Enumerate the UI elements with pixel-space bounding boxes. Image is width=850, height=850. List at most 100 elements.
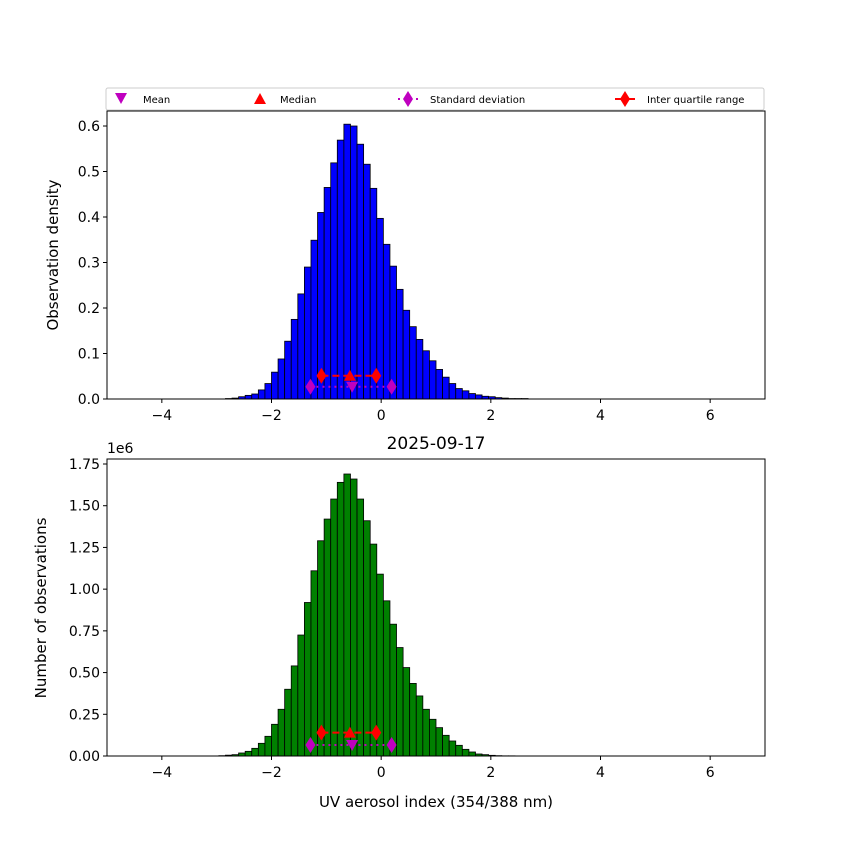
std-high-marker: [386, 736, 397, 753]
histogram-bar: [382, 243, 391, 400]
iqr-low-marker: [316, 367, 327, 384]
histogram-bar: [264, 735, 272, 757]
histogram-bar: [422, 350, 430, 400]
iqr-high-marker: [371, 367, 382, 384]
histogram-bar: [330, 162, 338, 400]
histogram-bar: [350, 125, 358, 400]
histogram-bar: [415, 338, 424, 400]
histogram-bar: [290, 665, 299, 757]
y-tick-label: 0.25: [69, 707, 100, 723]
legend-label-iqr: Inter quartile range: [647, 95, 744, 106]
histogram-bar: [435, 369, 443, 400]
y-tick-label: 0.1: [78, 347, 100, 363]
histogram-bar: [343, 123, 351, 400]
iqr-high-marker: [371, 724, 382, 741]
std-high-marker: [386, 378, 397, 395]
y-axis-label-top: Observation density: [44, 179, 62, 330]
x-tick-label: −4: [152, 765, 173, 781]
histogram-bar: [455, 744, 463, 757]
histogram-bar: [350, 478, 358, 757]
x-tick-label: 2: [486, 765, 495, 781]
histogram-bar: [284, 340, 292, 400]
histogram-bar: [461, 390, 470, 400]
histogram-bar: [369, 543, 378, 757]
histogram-bar: [290, 318, 299, 400]
histogram-bar: [297, 634, 305, 757]
histogram-bar: [336, 139, 345, 400]
histogram-bar: [475, 394, 483, 400]
x-tick-label: −2: [261, 408, 282, 424]
x-tick-label: −4: [152, 408, 173, 424]
histogram-bar: [396, 647, 404, 757]
chart-title: 2025-09-17: [387, 434, 486, 454]
axes-frame: [106, 110, 766, 400]
histogram-bar: [303, 266, 312, 400]
histogram-bar: [409, 326, 417, 400]
median-marker: [343, 726, 356, 738]
histogram-bar: [244, 750, 253, 757]
legend-median-icon: [254, 93, 266, 104]
y-tick-label: 0.6: [78, 119, 100, 135]
histogram-bar: [244, 394, 253, 400]
y-tick-label: 0.2: [78, 301, 100, 317]
legend-iqr-icon: [620, 91, 630, 107]
histogram-bar: [448, 383, 457, 400]
histogram-bar: [271, 371, 279, 400]
y-axis-label-bottom: Number of observations: [32, 517, 50, 698]
histogram-bar: [257, 742, 266, 757]
histogram-bar: [409, 683, 417, 757]
density-histogram-axes: −4 −2 0 2 4 6 0.0 0.1 0.2 0.3 0.4 0.5 0.6: [78, 110, 766, 424]
histogram-bar: [271, 723, 279, 757]
legend-label-mean: Mean: [143, 95, 170, 106]
y-tick-label: 0.0: [78, 392, 100, 408]
histogram-bar: [422, 708, 430, 757]
histogram-bar: [257, 389, 266, 400]
y-offset-label: 1e6: [107, 441, 134, 457]
histogram-bar: [264, 383, 272, 400]
y-tick-label: 0.5: [78, 165, 100, 181]
x-tick-label: 4: [596, 765, 605, 781]
histogram-bar: [468, 393, 476, 400]
histogram-bar: [402, 667, 411, 757]
histogram-bar: [323, 518, 332, 757]
histogram-bar: [277, 358, 286, 400]
histogram-bar: [468, 751, 476, 757]
histogram-bar: [435, 727, 443, 757]
histogram-bar: [389, 265, 397, 400]
histogram-bar: [323, 187, 332, 400]
y-tick-label: 0.50: [69, 666, 100, 682]
histogram-bar: [415, 695, 424, 757]
y-tick-label: 1.00: [69, 582, 100, 598]
mean-marker: [346, 739, 359, 751]
histogram-bar: [303, 602, 312, 757]
histogram-bar: [389, 623, 397, 757]
count-histogram-axes: −4 −2 0 2 4 6 0.00 0.25 0.50 0.75 1.00 1.25 1.50 1.75: [69, 457, 766, 781]
x-tick-label: 0: [377, 408, 386, 424]
histogram-bar: [363, 520, 371, 757]
axes-frame: [106, 458, 766, 757]
y-tick-label: 0.3: [78, 256, 100, 272]
histogram-bar: [310, 239, 318, 400]
x-tick-label: 4: [596, 408, 605, 424]
histogram-bar: [455, 388, 463, 400]
histogram-bar: [429, 718, 437, 757]
std-low-marker: [305, 378, 316, 395]
mean-marker: [346, 381, 359, 393]
x-tick-label: −2: [261, 765, 282, 781]
legend: Mean Median Standard deviation Inter qua…: [105, 87, 765, 111]
histogram-bar: [396, 288, 404, 400]
histogram-bar: [363, 163, 371, 400]
histogram-bar: [402, 309, 411, 400]
std-low-marker: [305, 736, 316, 753]
iqr-low-marker: [316, 724, 327, 741]
x-tick-label: 6: [706, 765, 715, 781]
histogram-bar: [251, 747, 259, 757]
histogram-bar: [448, 740, 457, 757]
x-tick-label: 0: [377, 765, 386, 781]
histogram-bar: [369, 187, 378, 400]
histogram-bar: [442, 734, 450, 757]
legend-label-std: Standard deviation: [430, 95, 525, 106]
histogram-bar: [442, 376, 450, 400]
histogram-bar: [356, 143, 365, 400]
